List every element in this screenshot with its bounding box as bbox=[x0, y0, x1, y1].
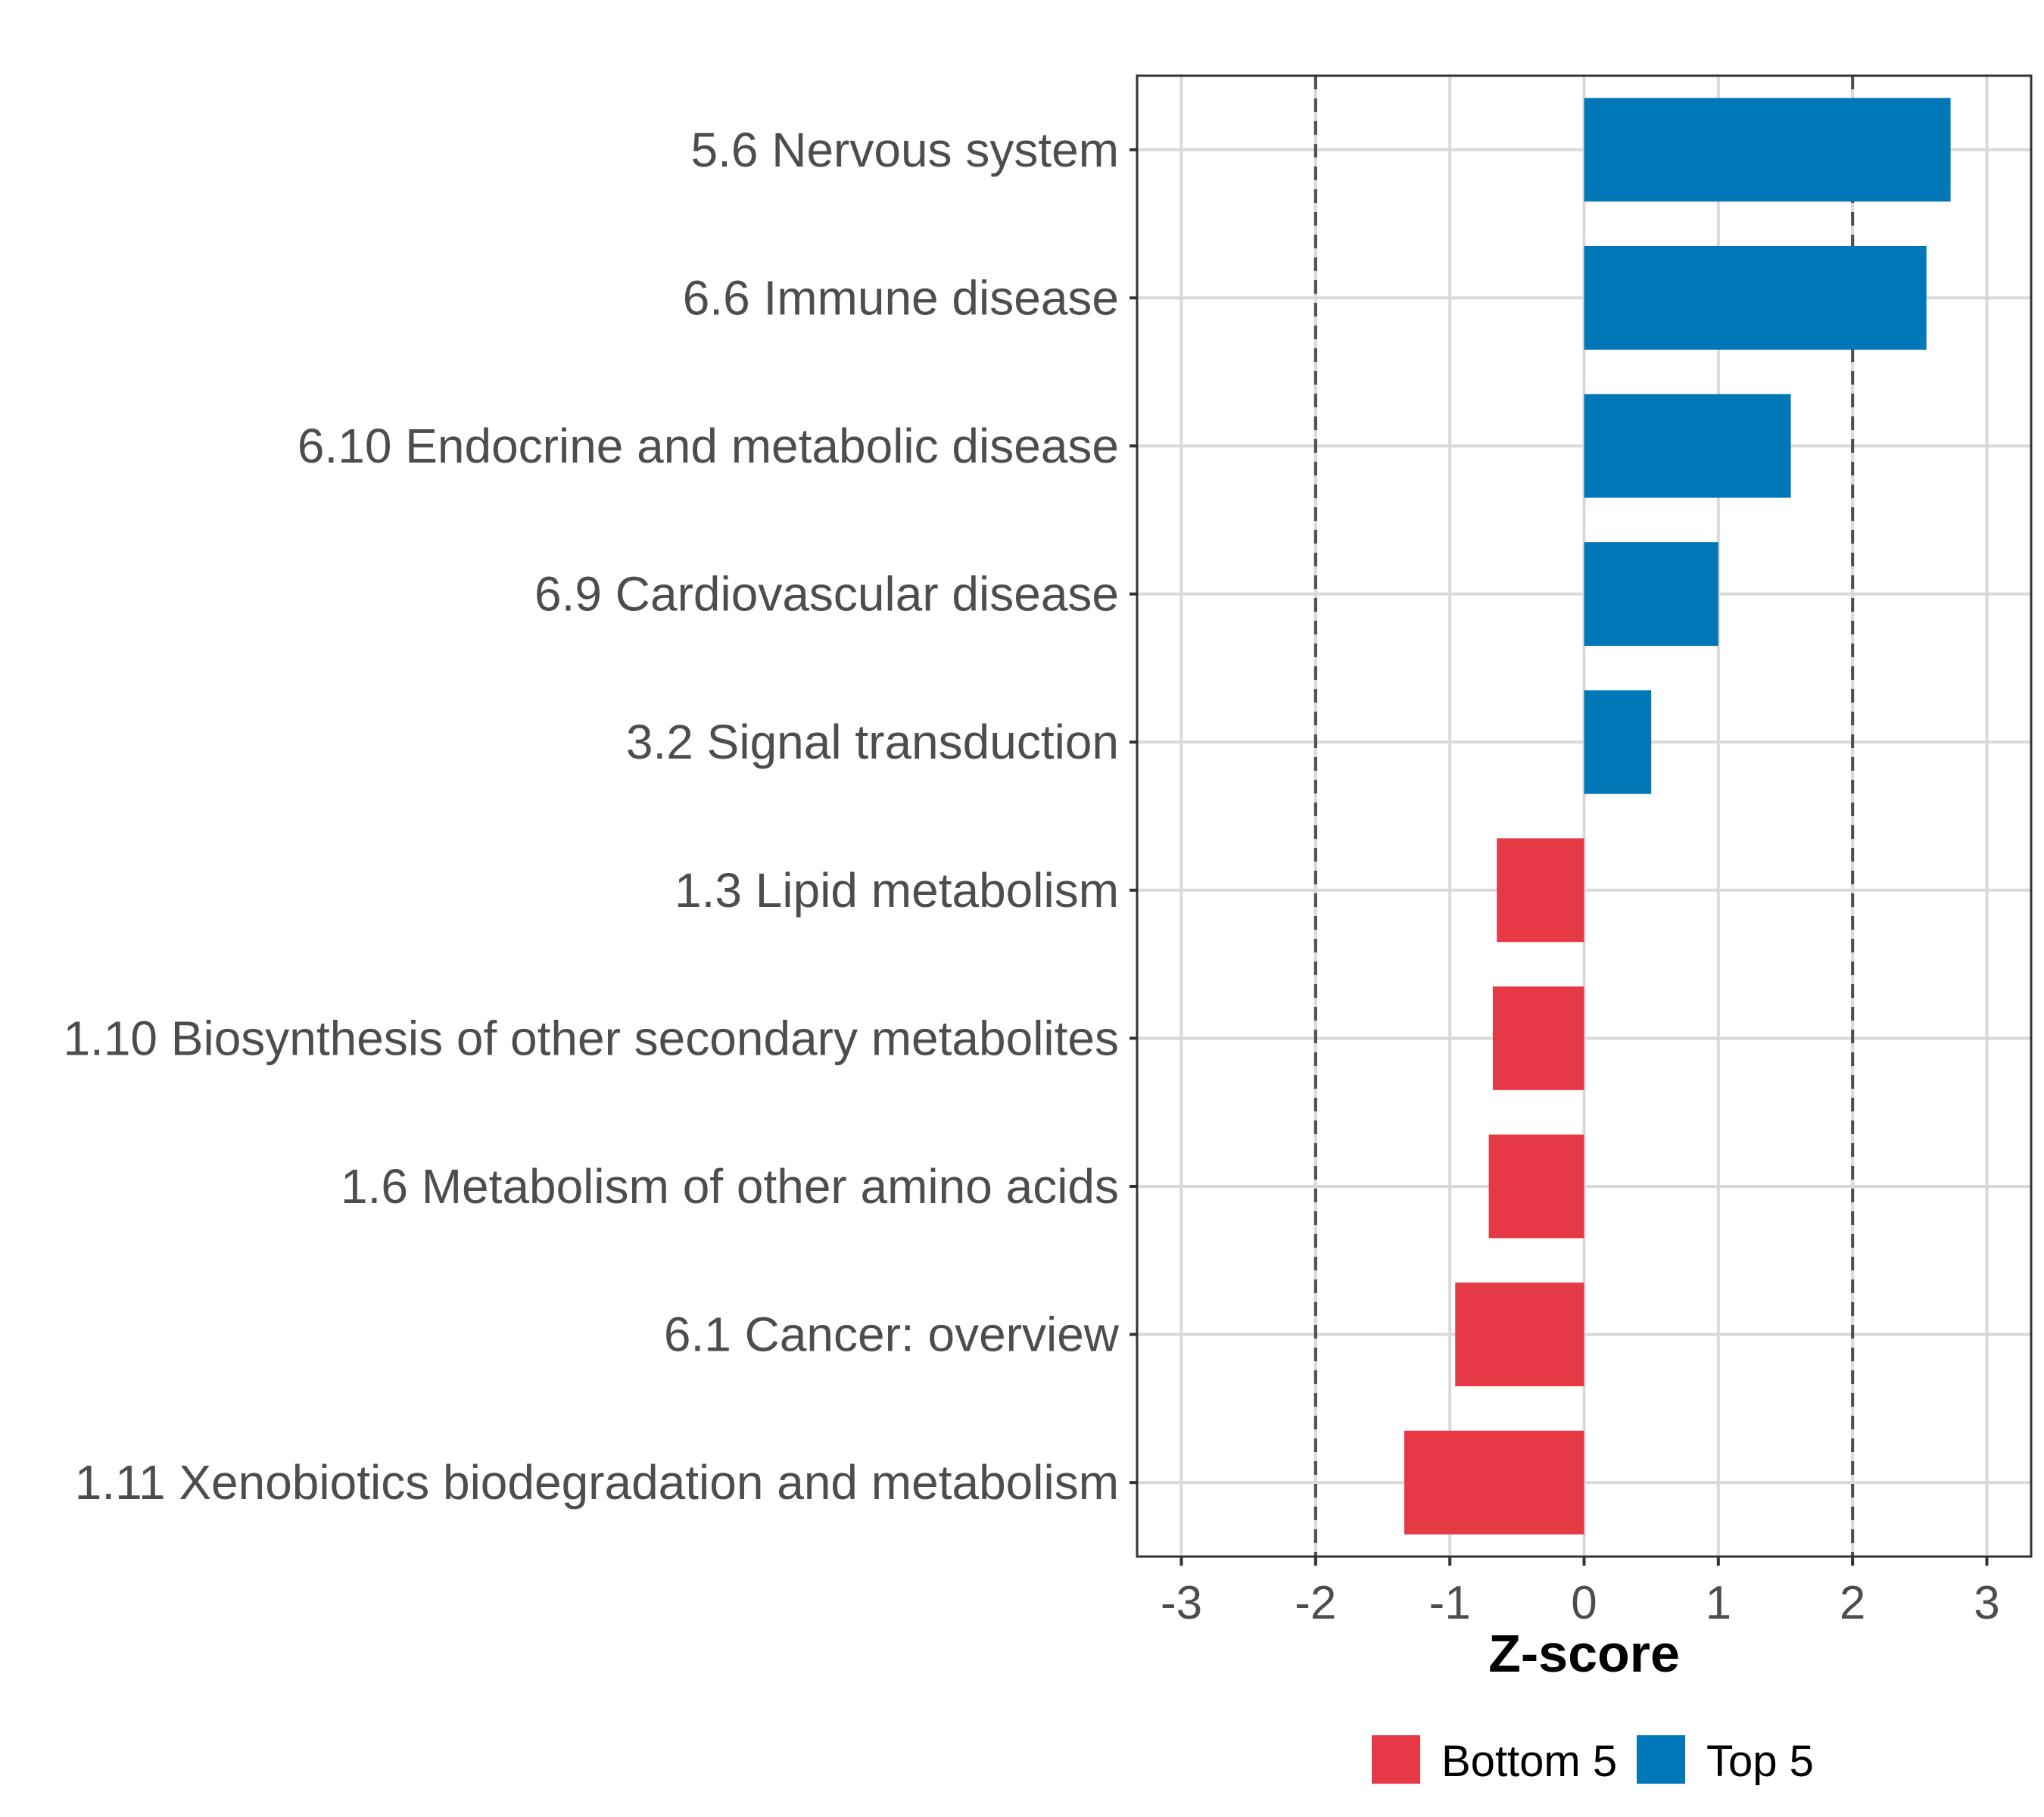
y-tick-label-5-6-nervous-system: 5.6 Nervous system bbox=[690, 123, 1119, 177]
x-tick-label-0: -3 bbox=[1161, 1577, 1202, 1629]
bar-1-6-metabolism-of-other-amino-acids bbox=[1488, 1134, 1584, 1239]
y-tick-label-1-6-metabolism-of-other-amino-acids: 1.6 Metabolism of other amino acids bbox=[341, 1159, 1119, 1214]
y-tick-label-6-6-immune-disease: 6.6 Immune disease bbox=[683, 270, 1119, 325]
x-axis-label: Z-score bbox=[1488, 1624, 1680, 1683]
x-axis-ticks: -3 -2 -1 0 1 2 3 bbox=[1161, 1557, 2000, 1629]
x-tick-label-3: 0 bbox=[1571, 1577, 1597, 1629]
x-tick-label-1: -2 bbox=[1295, 1577, 1336, 1629]
y-tick-label-1-10-biosynthesis-of-other-secondary-metabolites: 1.10 Biosynthesis of other secondary met… bbox=[63, 1011, 1119, 1065]
y-tick-label-6-1-cancer-overview: 6.1 Cancer: overview bbox=[664, 1307, 1120, 1362]
y-tick-label-1-11-xenobiotics-biodegradation-and-metabolism: 1.11 Xenobiotics biodegradation and meta… bbox=[75, 1455, 1119, 1510]
bars bbox=[1404, 98, 1951, 1535]
bar-5-6-nervous-system bbox=[1584, 98, 1951, 202]
legend-label-top-5: Top 5 bbox=[1706, 1737, 1814, 1786]
y-axis-ticks: 5.6 Nervous system 6.6 Immune disease 6.10… bbox=[63, 123, 1137, 1510]
x-tick-label-5: 2 bbox=[1840, 1577, 1865, 1629]
legend: Bottom 5 Top 5 bbox=[1372, 1735, 1814, 1786]
y-tick-label-6-10-endocrine-and-metabolic-disease: 6.10 Endocrine and metabolic disease bbox=[298, 419, 1119, 473]
legend-label-bottom-5: Bottom 5 bbox=[1441, 1737, 1617, 1786]
bar-1-11-xenobiotics-biodegradation-and-metabolism bbox=[1404, 1430, 1584, 1535]
y-tick-label-3-2-signal-transduction: 3.2 Signal transduction bbox=[626, 715, 1119, 769]
x-tick-label-6: 3 bbox=[1974, 1577, 1999, 1629]
x-tick-label-4: 1 bbox=[1706, 1577, 1731, 1629]
bar-1-10-biosynthesis-of-other-secondary-metabolites bbox=[1492, 986, 1584, 1090]
legend-swatch-bottom-5 bbox=[1372, 1735, 1420, 1784]
y-tick-label-1-3-lipid-metabolism: 1.3 Lipid metabolism bbox=[675, 863, 1119, 918]
legend-swatch-top-5 bbox=[1637, 1735, 1685, 1784]
y-tick-label-6-9-cardiovascular-disease: 6.9 Cardiovascular disease bbox=[534, 567, 1119, 622]
bar-1-3-lipid-metabolism bbox=[1497, 838, 1584, 943]
bar-6-1-cancer-overview bbox=[1455, 1282, 1584, 1387]
bar-6-9-cardiovascular-disease bbox=[1584, 542, 1718, 647]
x-tick-label-2: -1 bbox=[1429, 1577, 1471, 1629]
bar-6-10-endocrine-and-metabolic-disease bbox=[1584, 394, 1791, 498]
bar-3-2-signal-transduction bbox=[1584, 690, 1652, 794]
bar-6-6-immune-disease bbox=[1584, 245, 1927, 350]
reference-lines bbox=[1313, 76, 1855, 1557]
